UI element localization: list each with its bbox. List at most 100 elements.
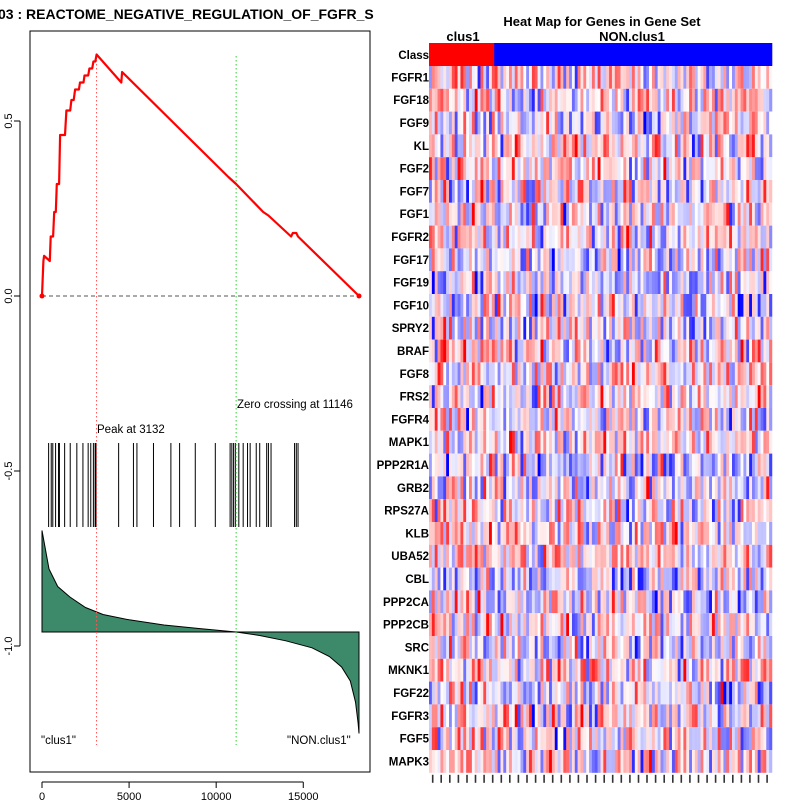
heatmap-cell bbox=[680, 316, 684, 340]
heatmap-cell bbox=[591, 385, 596, 408]
heatmap-cell bbox=[543, 339, 547, 363]
heatmap-cell bbox=[657, 658, 661, 682]
heatmap-cell bbox=[509, 66, 513, 89]
heatmap-cell bbox=[691, 180, 696, 203]
gene-label: FGF22 bbox=[393, 688, 429, 700]
heatmap-cell bbox=[566, 316, 570, 340]
heatmap-cell bbox=[540, 750, 544, 773]
heatmap-cell bbox=[729, 294, 733, 317]
heatmap-cell bbox=[620, 339, 624, 363]
heatmap-cell bbox=[731, 88, 736, 112]
heatmap-cell bbox=[714, 385, 718, 408]
heatmap-cell bbox=[703, 544, 707, 568]
heatmap-cell bbox=[460, 294, 464, 317]
heatmap-cell bbox=[517, 66, 521, 89]
heatmap-cell bbox=[554, 613, 558, 636]
heatmap-cell bbox=[569, 385, 573, 408]
heatmap-cell bbox=[751, 750, 756, 773]
heatmap-cell bbox=[474, 248, 478, 272]
heatmap-cell bbox=[529, 408, 533, 431]
heatmap-cell bbox=[620, 316, 624, 340]
heatmap-cell bbox=[437, 544, 441, 568]
heatmap-cell bbox=[620, 385, 624, 408]
heatmap-cell bbox=[574, 476, 578, 500]
heatmap-cell bbox=[506, 590, 510, 614]
heatmap-cell bbox=[686, 134, 690, 158]
heatmap-cell bbox=[466, 66, 470, 89]
heatmap-cell bbox=[646, 544, 650, 568]
heatmap-cell bbox=[429, 134, 433, 158]
heatmap-cell bbox=[654, 385, 658, 408]
heatmap-cell bbox=[651, 658, 656, 682]
heatmap-cell bbox=[700, 499, 704, 522]
heatmap-cell bbox=[631, 385, 636, 408]
heatmap-cell bbox=[437, 704, 441, 728]
heatmap-cell bbox=[734, 453, 738, 477]
heatmap-cell bbox=[694, 316, 698, 340]
heatmap-cell bbox=[471, 271, 475, 294]
heatmap-cell bbox=[611, 453, 616, 477]
heatmap-cell bbox=[537, 750, 541, 773]
heatmap-cell bbox=[666, 567, 670, 591]
heatmap-cell bbox=[660, 225, 664, 249]
heatmap-cell bbox=[517, 248, 521, 272]
heatmap-cell bbox=[574, 590, 578, 614]
heatmap-cell bbox=[514, 636, 518, 659]
heatmap-cell bbox=[557, 430, 561, 454]
heatmap-cell bbox=[597, 522, 601, 545]
heatmap-cell bbox=[697, 453, 701, 477]
heatmap-cell bbox=[674, 704, 678, 728]
heatmap-cell bbox=[537, 111, 541, 135]
heatmap-cell bbox=[606, 544, 610, 568]
heatmap-cell bbox=[637, 567, 641, 591]
heatmap-cell bbox=[769, 157, 773, 180]
heatmap-cell bbox=[743, 522, 747, 545]
heatmap-cell bbox=[540, 567, 544, 591]
heatmap-cell bbox=[660, 658, 664, 682]
heatmap-cell bbox=[543, 476, 547, 500]
heatmap-cell bbox=[440, 704, 444, 728]
heatmap-cell bbox=[440, 750, 444, 773]
heatmap-cell bbox=[457, 681, 461, 705]
heatmap-cell bbox=[626, 476, 630, 500]
heatmap-cell bbox=[489, 66, 493, 89]
heatmap-cell bbox=[637, 271, 641, 294]
heatmap-cell bbox=[509, 567, 513, 591]
heatmap-cell bbox=[434, 88, 438, 112]
heatmap-cell bbox=[560, 544, 564, 568]
heatmap-cell bbox=[611, 248, 616, 272]
heatmap-cell bbox=[611, 476, 616, 500]
heatmap-cell bbox=[640, 750, 644, 773]
heatmap-cell bbox=[486, 636, 490, 659]
heatmap-cell bbox=[529, 271, 533, 294]
heatmap-cell bbox=[523, 180, 527, 203]
heatmap-cell bbox=[529, 339, 533, 363]
heatmap-cell bbox=[506, 704, 510, 728]
heatmap-cell bbox=[469, 704, 473, 728]
heatmap-cell bbox=[543, 658, 547, 682]
heatmap-cell bbox=[766, 567, 770, 591]
heatmap-cell bbox=[560, 339, 564, 363]
heatmap-cell bbox=[514, 727, 518, 750]
heatmap-cell bbox=[429, 704, 433, 728]
heatmap-cell bbox=[671, 362, 676, 386]
heatmap-cell bbox=[566, 658, 570, 682]
heatmap-cell bbox=[563, 567, 567, 591]
heatmap-cell bbox=[646, 66, 650, 89]
heatmap-cell bbox=[589, 499, 593, 522]
heatmap-cell bbox=[586, 636, 590, 659]
gene-label: FGF2 bbox=[400, 164, 429, 176]
heatmap-cell bbox=[689, 750, 693, 773]
heatmap-cell bbox=[626, 704, 630, 728]
heatmap-cell bbox=[431, 476, 435, 500]
heatmap-cell bbox=[580, 544, 584, 568]
heatmap-cell bbox=[483, 271, 487, 294]
heatmap-cell bbox=[506, 157, 510, 180]
heatmap-cell bbox=[494, 385, 498, 408]
heatmap-cell bbox=[751, 704, 756, 728]
heatmap-cell bbox=[597, 385, 601, 408]
heatmap-cell bbox=[631, 544, 636, 568]
heatmap-cell bbox=[709, 453, 713, 477]
heatmap-cell bbox=[500, 66, 504, 89]
gene-label: PPP2CA bbox=[383, 597, 429, 609]
